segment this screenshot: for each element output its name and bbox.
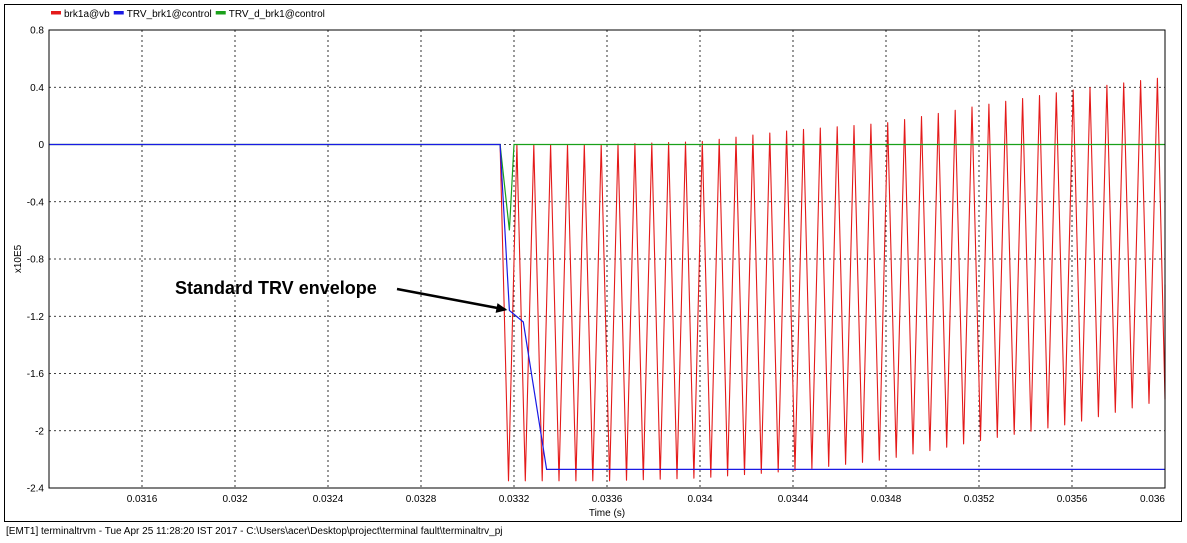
y-tick-label: -1.2 — [27, 312, 45, 323]
x-tick-label: 0.0328 — [406, 494, 437, 505]
plot-area-border — [48, 29, 1166, 489]
y-tick-label: 0.4 — [30, 83, 44, 94]
status-bar: [EMT1] terminaltrvm - Tue Apr 25 11:28:2… — [6, 526, 503, 537]
x-tick-label: 0.0316 — [127, 494, 158, 505]
x-tick-label: 0.036 — [1140, 494, 1165, 505]
x-tick-label: 0.034 — [687, 494, 712, 505]
series-line-brk1a-vb — [49, 77, 1166, 482]
annotation-arrowhead — [495, 303, 508, 313]
x-tick-label: 0.0356 — [1057, 494, 1088, 505]
x-tick-label: 0.0344 — [778, 494, 809, 505]
y-tick-label: -1.6 — [27, 369, 45, 380]
legend: brk1a@vb TRV_brk1@control TRV_d_brk1@contr… — [51, 9, 325, 20]
x-tick-label: 0.0352 — [964, 494, 995, 505]
y-tick-label: -0.4 — [27, 197, 45, 208]
trv-chart: 0.0316 0.032 0.0324 0.0328 0.0332 0.0336 0.034… — [13, 9, 1166, 519]
y-tick-label: -2.4 — [27, 484, 45, 495]
x-tick-label: 0.0336 — [592, 494, 623, 505]
annotation-arrow-line — [396, 287, 506, 311]
annotation: Standard TRV envelope — [175, 278, 508, 313]
series-layer — [49, 77, 1166, 482]
x-tick-label: 0.0332 — [499, 494, 530, 505]
legend-swatch — [113, 11, 124, 15]
x-tick-label: 0.0324 — [313, 494, 344, 505]
legend-entry: TRV_brk1@control — [127, 9, 212, 20]
plot-frame: 0.0316 0.032 0.0324 0.0328 0.0332 0.0336 0.034… — [4, 4, 1182, 522]
legend-entry: TRV_d_brk1@control — [229, 9, 325, 20]
axes: 0.0316 0.032 0.0324 0.0328 0.0332 0.0336 0.034… — [27, 26, 1166, 505]
legend-swatch — [215, 11, 226, 15]
x-tick-label: 0.032 — [222, 494, 247, 505]
annotation-label: Standard TRV envelope — [175, 278, 377, 298]
legend-entry: brk1a@vb — [64, 9, 110, 20]
y-axis-label: x10E5 — [13, 244, 24, 273]
legend-swatch — [51, 11, 61, 15]
y-tick-label: -0.8 — [27, 255, 45, 266]
x-axis-label: Time (s) — [589, 508, 625, 519]
y-tick-label: -2 — [35, 426, 44, 437]
series-line-trv-brk1-control — [49, 143, 1165, 470]
y-tick-label: 0 — [38, 140, 44, 151]
series-line-trv-d-brk1-control — [49, 143, 1165, 231]
y-tick-label: 0.8 — [30, 26, 44, 37]
x-tick-label: 0.0348 — [871, 494, 902, 505]
